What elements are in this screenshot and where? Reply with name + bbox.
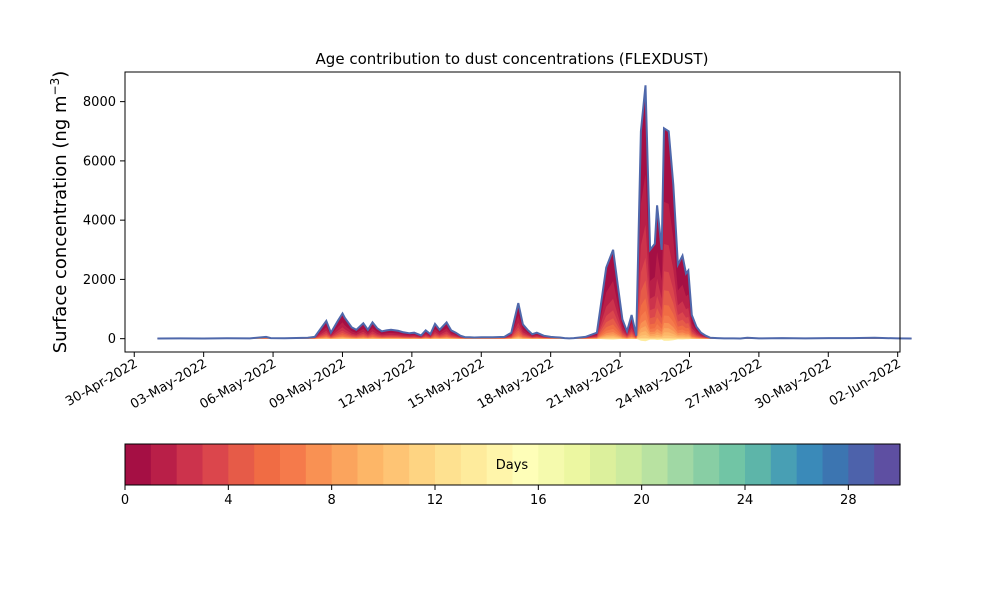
colorbar-ticks: 0 4 8 12 16 20 24 28 [121, 485, 857, 508]
colorbar-cell-12-13 [435, 444, 462, 485]
colorbar-cell-6-7 [280, 444, 307, 485]
x-tick-label: 02-Jun-2022 [827, 356, 904, 409]
colorbar-cell-21-22 [667, 444, 694, 485]
colorbar-cell-16-17 [538, 444, 565, 485]
colorbar-cell-9-10 [357, 444, 384, 485]
colorbar-tick-label: 8 [328, 493, 336, 508]
colorbar-cell-11-12 [409, 444, 436, 485]
x-tick-label: 18-May-2022 [475, 356, 557, 412]
x-tick-label: 24-May-2022 [614, 356, 696, 412]
y-axis-ticks: 0 2000 4000 6000 8000 [83, 95, 125, 347]
colorbar-cell-7-8 [305, 444, 333, 485]
colorbar-cell-5-6 [254, 444, 281, 485]
colorbar-cell-4-5 [228, 444, 255, 485]
axes-frame [124, 71, 901, 353]
chart-title: Age contribution to dust concentrations … [316, 50, 709, 68]
x-tick-label: 12-May-2022 [336, 356, 418, 412]
y-tick-label: 0 [108, 332, 116, 347]
colorbar-cell-22-23 [693, 444, 720, 485]
colorbar-tick-label: 20 [633, 493, 650, 508]
age-band-0-1 [157, 85, 912, 339]
colorbar-cell-26-27 [796, 444, 824, 485]
colorbar-cells [125, 444, 901, 485]
age-band-1-2 [157, 174, 912, 339]
y-axis-label: Surface concentration (ng m−3) [48, 71, 71, 354]
colorbar-tick-label: 16 [530, 493, 547, 508]
colorbar-tick-label: 12 [427, 493, 444, 508]
colorbar-tick-label: 0 [121, 493, 129, 508]
colorbar-cell-27-28 [822, 444, 849, 485]
colorbar-cell-18-19 [590, 444, 617, 485]
colorbar-cell-24-25 [745, 444, 772, 485]
y-tick-label: 4000 [83, 214, 116, 229]
colorbar-tick-label: 4 [224, 493, 232, 508]
y-axis-label-close: ) [50, 71, 71, 78]
x-tick-label: 21-May-2022 [544, 356, 626, 412]
y-tick-label: 6000 [83, 154, 116, 169]
colorbar-label: Days [496, 458, 529, 473]
colorbar-cell-1-2 [150, 444, 178, 485]
colorbar-cell-2-3 [176, 444, 204, 485]
total-concentration-line [157, 85, 912, 340]
colorbar-tick-label: 28 [840, 493, 857, 508]
y-axis-label-main: Surface concentration (ng m [50, 95, 71, 353]
plot-area: 0 2000 4000 6000 8000 30-Apr-202203-May-2022… [63, 71, 912, 412]
colorbar-cell-29-30 [874, 444, 901, 485]
y-tick-label: 8000 [83, 95, 116, 110]
colorbar: Days 0 4 8 12 16 20 24 28 [121, 443, 901, 508]
colorbar-cell-15-16 [512, 444, 539, 485]
y-axis-label-exponent: −3 [48, 78, 62, 96]
colorbar-cell-28-29 [848, 444, 875, 485]
colorbar-cell-13-14 [460, 444, 488, 485]
x-tick-label: 06-May-2022 [197, 356, 279, 412]
x-tick-label: 27-May-2022 [683, 356, 765, 412]
colorbar-cell-0-1 [125, 444, 152, 485]
colorbar-cell-14-15 [486, 444, 514, 485]
colorbar-cell-17-18 [564, 444, 591, 485]
colorbar-cell-20-21 [641, 444, 669, 485]
age-band-2-3 [157, 224, 912, 339]
age-band-3-4 [157, 257, 912, 339]
colorbar-cell-25-26 [770, 444, 798, 485]
x-tick-label: 15-May-2022 [406, 356, 488, 412]
colorbar-cell-19-20 [615, 444, 643, 485]
x-tick-label: 30-May-2022 [753, 356, 835, 412]
age-bands-layer [157, 85, 912, 342]
age-band-4-5 [157, 280, 912, 339]
colorbar-cell-23-24 [719, 444, 746, 485]
colorbar-frame [124, 443, 901, 486]
colorbar-cell-3-4 [202, 444, 229, 485]
x-axis-ticks: 30-Apr-202203-May-202206-May-202209-May-… [63, 352, 904, 412]
y-tick-label: 2000 [83, 273, 116, 288]
x-tick-label: 09-May-2022 [267, 356, 349, 412]
colorbar-cell-10-11 [383, 444, 410, 485]
x-tick-label: 03-May-2022 [128, 356, 210, 412]
colorbar-cell-8-9 [331, 444, 359, 485]
colorbar-tick-label: 24 [737, 493, 754, 508]
